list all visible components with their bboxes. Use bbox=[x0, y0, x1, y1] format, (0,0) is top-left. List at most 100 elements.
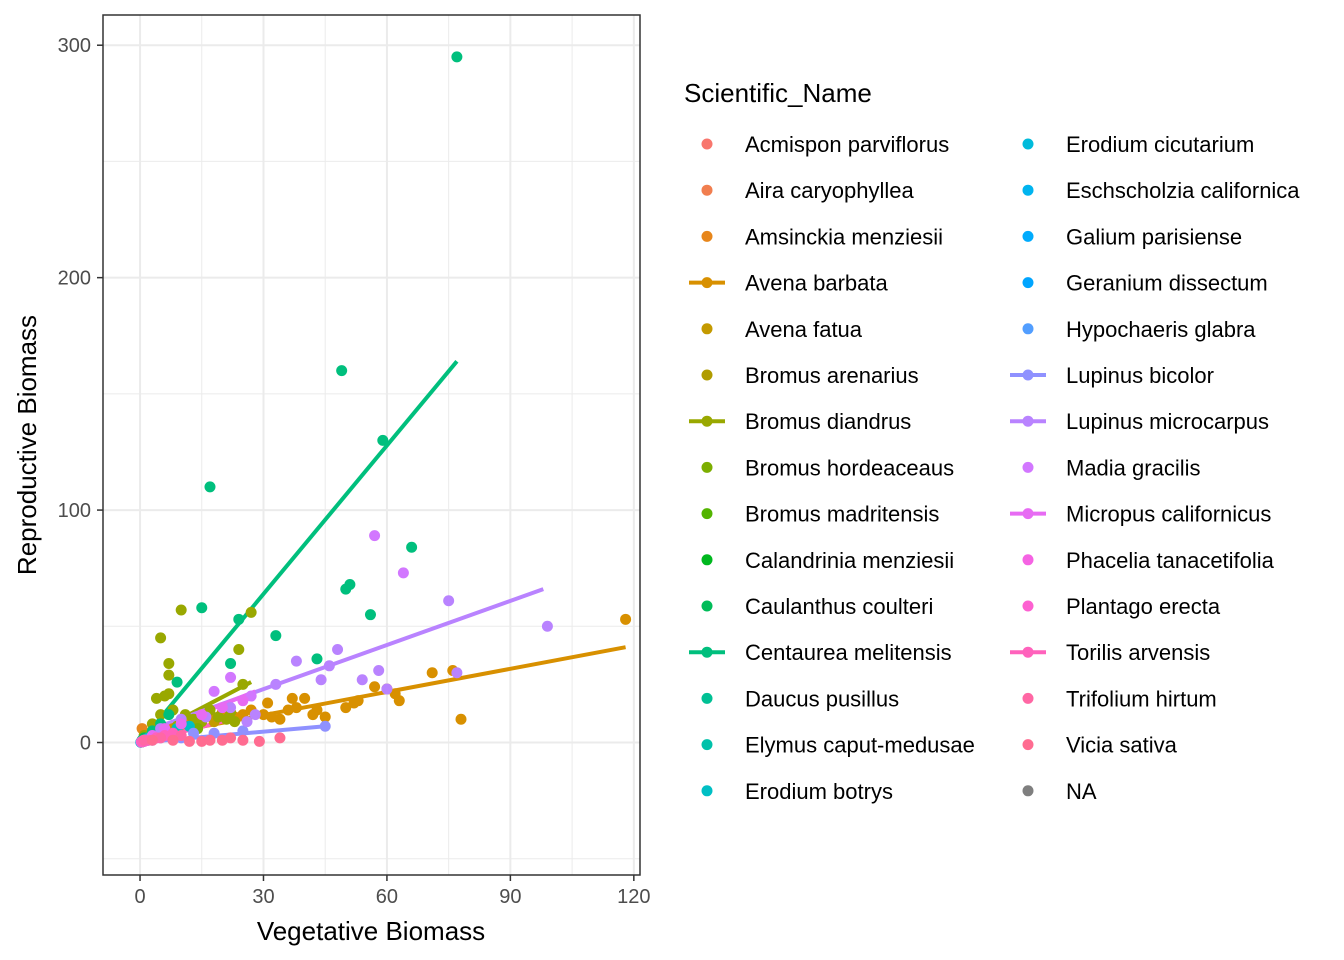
data-point bbox=[196, 735, 208, 747]
legend-key-point bbox=[1022, 554, 1034, 566]
legend-label: Micropus californicus bbox=[1066, 502, 1271, 527]
data-point bbox=[229, 716, 241, 728]
legend-label: Bromus diandrus bbox=[745, 409, 911, 434]
legend-label: Geranium dissectum bbox=[1066, 271, 1268, 296]
legend-item: Caulanthus coulteri bbox=[701, 594, 933, 619]
data-point bbox=[340, 702, 352, 714]
data-point bbox=[138, 734, 150, 746]
legend-key-point bbox=[701, 415, 713, 427]
data-point bbox=[237, 725, 249, 737]
legend-key-point bbox=[701, 461, 713, 473]
y-tick-label: 300 bbox=[58, 35, 91, 57]
data-point bbox=[299, 692, 311, 704]
data-point bbox=[270, 678, 282, 690]
legend-item: Torilis arvensis bbox=[1010, 640, 1210, 665]
data-point bbox=[204, 734, 216, 746]
x-axis-ticks: 0 30 60 90 120 bbox=[134, 875, 651, 908]
legend-key-point bbox=[1022, 600, 1034, 612]
data-point bbox=[541, 620, 553, 632]
legend-item: Micropus californicus bbox=[1010, 502, 1271, 527]
y-tick-label: 100 bbox=[58, 500, 91, 522]
legend-label: Phacelia tanacetifolia bbox=[1066, 548, 1275, 573]
data-point bbox=[620, 613, 632, 625]
legend-key-point bbox=[1022, 739, 1034, 751]
data-point bbox=[163, 709, 175, 721]
legend-key-point bbox=[701, 554, 713, 566]
legend-label: Amsinckia menziesii bbox=[745, 224, 943, 249]
data-point bbox=[274, 713, 286, 725]
legend-item: Plantago erecta bbox=[1022, 594, 1221, 619]
legend-item: Hypochaeris glabra bbox=[1022, 317, 1256, 342]
data-point bbox=[393, 695, 405, 707]
data-point bbox=[377, 434, 389, 446]
legend-item: Trifolium hirtum bbox=[1022, 686, 1217, 711]
data-point bbox=[208, 685, 220, 697]
legend-item: Bromus madritensis bbox=[701, 502, 939, 527]
legend-key-point bbox=[701, 277, 713, 289]
legend-item: Lupinus bicolor bbox=[1010, 363, 1214, 388]
data-point bbox=[274, 732, 286, 744]
data-point bbox=[216, 702, 228, 714]
legend-key-point bbox=[701, 739, 713, 751]
data-point bbox=[455, 713, 467, 725]
data-point bbox=[175, 718, 187, 730]
legend-key-point bbox=[1022, 646, 1034, 658]
data-point bbox=[451, 51, 463, 63]
data-point bbox=[163, 669, 175, 681]
legend-item: Elymus caput-medusae bbox=[701, 733, 975, 758]
legend-key-point bbox=[701, 230, 713, 242]
legend-label: Vicia sativa bbox=[1066, 733, 1178, 758]
legend-label: NA bbox=[1066, 779, 1097, 804]
legend-item: Bromus diandrus bbox=[689, 409, 911, 434]
legend-item: Eschscholzia californica bbox=[1022, 178, 1300, 203]
legend-key-point bbox=[701, 692, 713, 704]
data-point bbox=[163, 657, 175, 669]
legend-item: Calandrinia menziesii bbox=[701, 548, 954, 573]
data-point bbox=[364, 609, 376, 621]
data-point bbox=[336, 365, 348, 377]
legend-item: Daucus pusillus bbox=[701, 686, 899, 711]
legend-key-point bbox=[1022, 692, 1034, 704]
legend-items: Acmispon parviflorus Aira caryophyllea Ams… bbox=[689, 132, 1300, 804]
data-point bbox=[225, 732, 237, 744]
legend-label: Hypochaeris glabra bbox=[1066, 317, 1256, 342]
legend-item: Galium parisiense bbox=[1022, 224, 1242, 249]
legend-item: Phacelia tanacetifolia bbox=[1022, 548, 1275, 573]
legend-key-point bbox=[1022, 785, 1034, 797]
data-point bbox=[249, 709, 261, 721]
legend-label: Avena barbata bbox=[745, 271, 888, 296]
data-point bbox=[188, 727, 200, 739]
x-tick-label: 90 bbox=[499, 886, 521, 908]
data-point bbox=[183, 735, 195, 747]
legend-key-point bbox=[1022, 461, 1034, 473]
data-point bbox=[397, 567, 409, 579]
data-point bbox=[451, 667, 463, 679]
data-point bbox=[225, 657, 237, 669]
legend-label: Erodium cicutarium bbox=[1066, 132, 1254, 157]
legend-label: Calandrinia menziesii bbox=[745, 548, 954, 573]
y-axis-title: Reproductive Biomass bbox=[12, 315, 42, 575]
legend-label: Bromus arenarius bbox=[745, 363, 919, 388]
data-point bbox=[323, 660, 335, 672]
data-point bbox=[167, 734, 179, 746]
data-point bbox=[237, 695, 249, 707]
y-tick-label: 0 bbox=[80, 733, 91, 755]
legend-label: Bromus madritensis bbox=[745, 502, 939, 527]
legend-key-point bbox=[1022, 508, 1034, 520]
data-point bbox=[356, 674, 368, 686]
data-point bbox=[315, 674, 327, 686]
legend-key-point bbox=[1022, 184, 1034, 196]
legend-key-point bbox=[1022, 230, 1034, 242]
legend-label: Lupinus bicolor bbox=[1066, 363, 1214, 388]
data-point bbox=[233, 644, 245, 656]
data-point bbox=[369, 530, 381, 542]
legend-item: Bromus arenarius bbox=[701, 363, 919, 388]
legend-label: Bromus hordeaceaus bbox=[745, 455, 954, 480]
legend-label: Caulanthus coulteri bbox=[745, 594, 933, 619]
legend-key-point bbox=[701, 600, 713, 612]
data-point bbox=[369, 681, 381, 693]
legend-label: Torilis arvensis bbox=[1066, 640, 1210, 665]
legend-key-point bbox=[701, 323, 713, 335]
data-point bbox=[344, 578, 356, 590]
